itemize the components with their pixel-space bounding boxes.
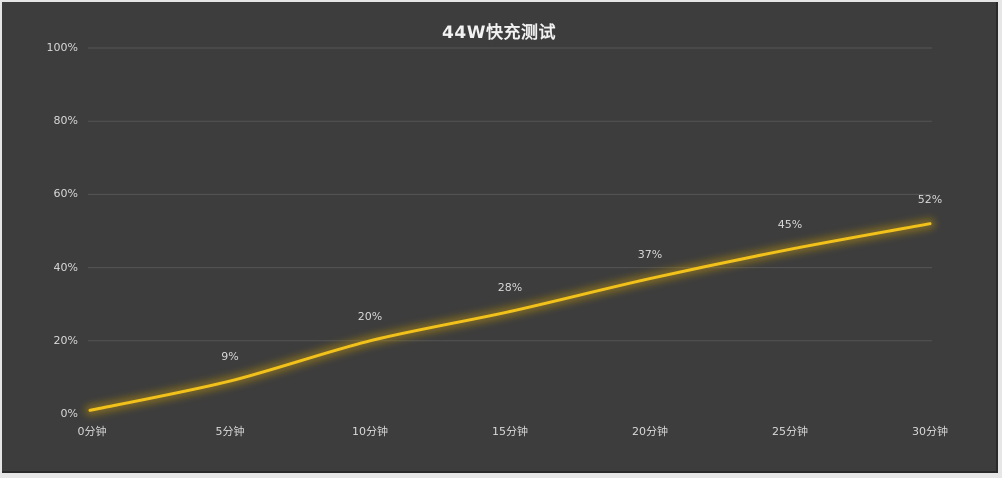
x-tick-label: 15分钟 [492,425,528,438]
data-label: 28% [497,280,523,294]
x-tick-label: 25分钟 [772,425,808,438]
gridlines [88,47,932,342]
plot-area [85,47,935,416]
data-label: 37% [637,247,663,261]
x-tick-label: 0分钟 [77,425,107,438]
data-label: 45% [777,218,803,232]
chart-panel: 44W快充测试 0% 20% 40% 60% 80% 100% 0分钟 5分钟 10分钟 15分… [2,2,998,473]
y-tick-label: 40% [53,260,78,274]
series-line-glow [85,218,935,416]
data-label: 9% [221,350,239,364]
y-tick-label: 0% [60,407,78,420]
y-tick-label: 100% [46,41,78,54]
y-tick-label: 60% [53,187,78,201]
data-label: 52% [917,192,943,206]
y-tick-label: 80% [53,114,78,128]
series-line [88,222,932,412]
y-tick-label: 20% [53,333,78,347]
x-tick-label: 10分钟 [352,425,388,438]
chart-title: 44W快充测试 [442,23,556,43]
data-label: 20% [357,309,383,323]
x-tick-label: 30分钟 [912,425,948,438]
x-tick-label: 5分钟 [215,425,245,438]
x-tick-label: 20分钟 [632,425,668,438]
